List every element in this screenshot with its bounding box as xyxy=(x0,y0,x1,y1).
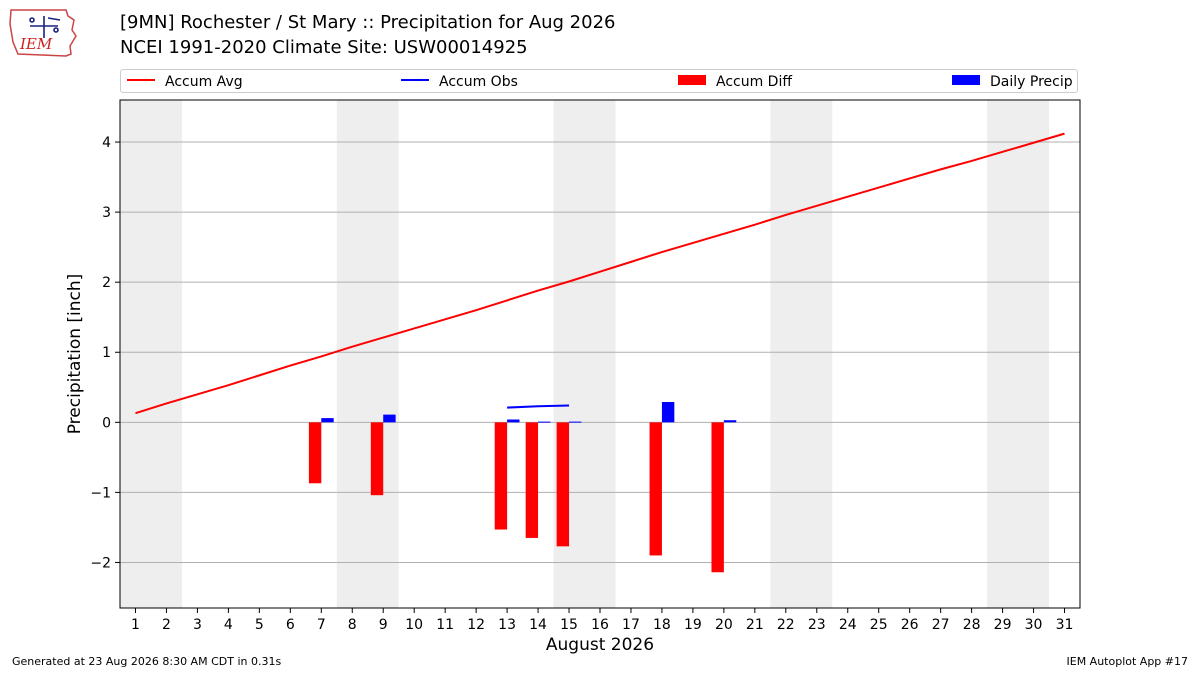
accum-diff-bar xyxy=(370,422,384,496)
x-tick-label: 4 xyxy=(224,617,233,633)
x-tick-label: 1 xyxy=(131,617,140,633)
bar-swatch-icon xyxy=(952,75,980,85)
y-tick-label: 2 xyxy=(102,275,111,291)
daily-precip-bar xyxy=(569,421,582,423)
x-tick-label: 27 xyxy=(932,617,950,633)
x-tick-label: 22 xyxy=(777,617,795,633)
y-tick-label: 3 xyxy=(102,205,111,221)
x-tick-label: 3 xyxy=(193,617,202,633)
line-swatch-icon xyxy=(401,79,429,81)
x-tick-label: 13 xyxy=(498,617,516,633)
accum-avg-line xyxy=(135,132,1065,415)
accum-obs-line xyxy=(507,404,570,409)
x-tick-label: 2 xyxy=(162,617,171,633)
x-tick-label: 20 xyxy=(715,617,733,633)
weekend-band xyxy=(120,100,182,608)
bar-swatch-icon xyxy=(678,75,706,85)
legend-item-daily-precip: Daily Precip xyxy=(952,73,1073,91)
generated-timestamp: Generated at 23 Aug 2026 8:30 AM CDT in … xyxy=(12,655,282,668)
accum-diff-bar xyxy=(525,422,539,538)
accum-diff-bar xyxy=(649,422,662,556)
weekend-band xyxy=(336,100,399,608)
x-tick-label: 19 xyxy=(684,617,702,633)
x-tick-label: 23 xyxy=(808,617,826,633)
x-tick-label: 7 xyxy=(317,617,326,633)
weather-station-icon xyxy=(29,16,61,38)
x-tick-label: 11 xyxy=(436,617,454,633)
y-tick-label: −2 xyxy=(90,555,111,571)
x-tick-label: 18 xyxy=(653,617,671,633)
y-tick-label: −1 xyxy=(90,485,111,501)
daily-precip-bar xyxy=(723,420,737,423)
x-tick-label: 10 xyxy=(405,617,423,633)
weekend-band xyxy=(770,100,833,608)
chart-subtitle: NCEI 1991-2020 Climate Site: USW00014925 xyxy=(120,37,528,58)
legend-item-accum-avg: Accum Avg xyxy=(127,73,243,91)
x-tick-label: 24 xyxy=(839,617,857,633)
legend-label-daily-precip: Daily Precip xyxy=(990,74,1073,90)
x-tick-label: 8 xyxy=(348,617,357,633)
x-tick-label: 28 xyxy=(963,617,981,633)
daily-precip-bar xyxy=(383,414,396,423)
x-tick-label: 30 xyxy=(1025,617,1043,633)
y-tick-label: 1 xyxy=(102,345,111,361)
weekend-band xyxy=(987,100,1050,608)
x-tick-label: 15 xyxy=(560,617,578,633)
logo-text: IEM xyxy=(19,35,53,53)
x-tick-label: 12 xyxy=(467,617,485,633)
legend-item-accum-diff: Accum Diff xyxy=(678,73,792,91)
daily-precip-bar xyxy=(321,418,334,423)
x-tick-label: 31 xyxy=(1056,617,1074,633)
x-tick-label: 5 xyxy=(255,617,264,633)
autoplot-app-label: IEM Autoplot App #17 xyxy=(1066,655,1189,668)
legend: Accum Avg Accum Obs Accum Diff Daily Pre… xyxy=(120,69,1078,93)
x-tick-label: 16 xyxy=(591,617,609,633)
x-tick-label: 6 xyxy=(286,617,295,633)
iem-logo: IEM xyxy=(9,9,77,57)
y-tick-label: 0 xyxy=(102,415,111,431)
iowa-outline-icon xyxy=(9,9,77,57)
legend-label-accum-diff: Accum Diff xyxy=(716,74,793,90)
x-tick-label: 25 xyxy=(870,617,888,633)
x-tick-label: 14 xyxy=(529,617,547,633)
daily-precip-bar xyxy=(538,421,551,423)
y-tick-label: 4 xyxy=(102,135,111,151)
legend-item-accum-obs: Accum Obs xyxy=(401,73,518,91)
legend-label-accum-avg: Accum Avg xyxy=(165,74,243,90)
chart-title: [9MN] Rochester / St Mary :: Precipitati… xyxy=(120,12,616,33)
x-tick-label: 21 xyxy=(746,617,764,633)
accum-diff-bar xyxy=(711,422,724,573)
accum-diff-bar xyxy=(308,422,322,484)
line-swatch-icon xyxy=(127,79,155,81)
accum-diff-bar xyxy=(494,422,508,530)
x-tick-label: 17 xyxy=(622,617,640,633)
accum-diff-bar xyxy=(556,422,570,547)
x-tick-label: 26 xyxy=(901,617,919,633)
x-tick-label: 9 xyxy=(379,617,388,633)
daily-precip-bar xyxy=(661,401,675,423)
daily-precip-bar xyxy=(507,419,520,423)
x-tick-label: 29 xyxy=(994,617,1012,633)
x-axis-label: August 2026 xyxy=(546,635,654,655)
y-axis-label: Precipitation [inch] xyxy=(65,274,85,435)
legend-label-accum-obs: Accum Obs xyxy=(439,74,518,90)
